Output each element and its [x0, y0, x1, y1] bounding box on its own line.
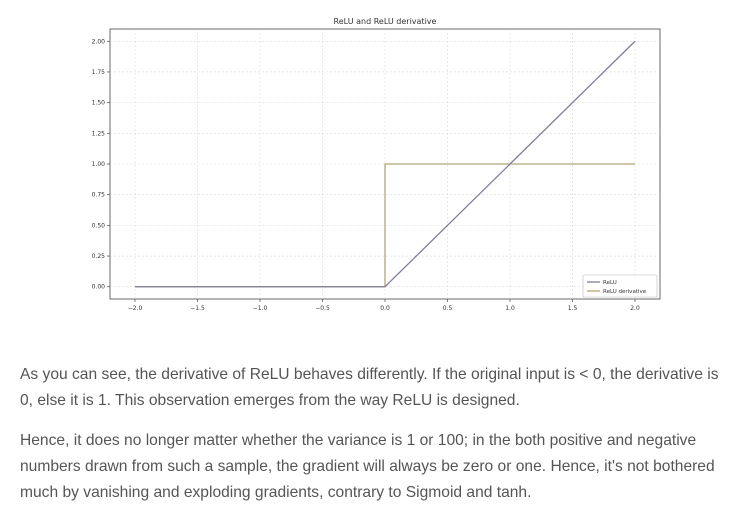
y-tick-label: 1.75	[92, 69, 106, 76]
y-tick-label: 0.75	[92, 192, 106, 199]
legend-label: ReLU derivative	[603, 289, 647, 295]
legend: ReLU ReLU derivative	[582, 274, 658, 298]
relu-line	[135, 40, 636, 288]
x-tick-label: −1.5	[190, 305, 205, 312]
x-tick-label: −0.5	[315, 305, 330, 312]
x-tick-label: 0.5	[443, 305, 453, 312]
series-lines	[135, 40, 636, 288]
y-tick-label: 0.50	[92, 222, 106, 229]
axis-ticks: −2.0 −1.5 −1.0 −0.5 0.0 0.5 1.0 1.5 2.0 0.00 0.25 0…	[92, 38, 640, 312]
x-tick-label: −2.0	[128, 305, 143, 312]
y-tick-label: 1.50	[92, 100, 106, 107]
legend-box	[582, 274, 658, 298]
x-tick-label: 1.5	[568, 305, 578, 312]
chart-container: ReLU and ReLU derivative −2.0 −1.5 −1.0 −0.…	[92, 17, 661, 312]
x-tick-label: 1.0	[505, 305, 515, 312]
chart-title: ReLU and ReLU derivative	[334, 17, 437, 26]
paragraph-variance-gradient: Hence, it does no longer matter whether …	[20, 432, 715, 501]
x-tick-label: 0.0	[380, 305, 390, 312]
x-tick-label: −1.0	[253, 305, 268, 312]
relu-chart: ReLU and ReLU derivative −2.0 −1.5 −1.0 −0.…	[92, 17, 661, 312]
y-tick-label: 0.25	[92, 253, 106, 260]
y-tick-label: 1.00	[92, 161, 106, 168]
y-tick-label: 2.00	[92, 38, 106, 45]
paragraph-relu-derivative: As you can see, the derivative of ReLU b…	[20, 366, 719, 409]
y-tick-label: 0.00	[92, 284, 106, 291]
y-tick-label: 1.25	[92, 130, 106, 137]
grid	[110, 29, 660, 299]
x-tick-label: 2.0	[630, 305, 640, 312]
legend-label: ReLU	[603, 280, 617, 286]
